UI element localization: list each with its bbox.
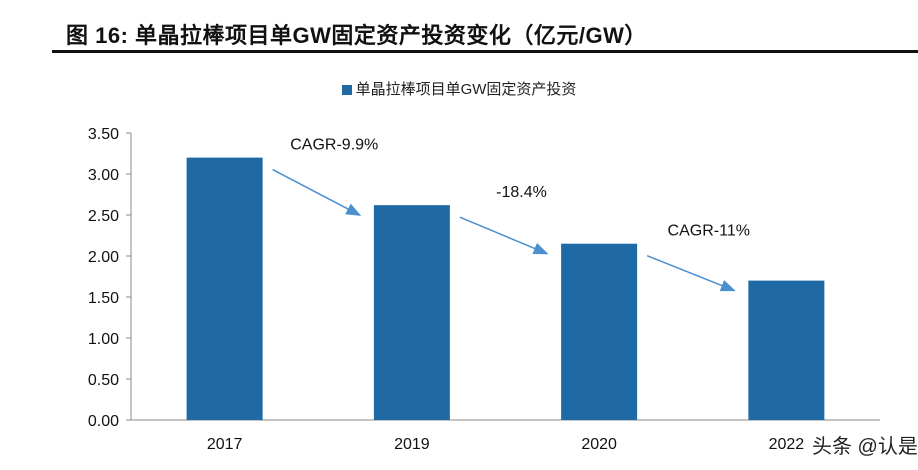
annotation-arrow bbox=[646, 255, 736, 292]
y-tick-label: 0.00 bbox=[88, 413, 119, 430]
bar-2020 bbox=[561, 243, 638, 420]
legend-swatch bbox=[341, 85, 352, 95]
bar-2017 bbox=[186, 157, 263, 420]
legend-label: 单晶拉棒项目单GW固定资产投资 bbox=[355, 81, 577, 98]
y-tick-label: 3.00 bbox=[88, 167, 119, 184]
x-tick-label: 2022 bbox=[769, 436, 805, 453]
watermark: 头条 @认是 bbox=[812, 436, 918, 458]
y-tick-label: 1.50 bbox=[88, 290, 119, 307]
y-tick-label: 3.50 bbox=[88, 126, 119, 143]
y-tick-label: 2.00 bbox=[88, 249, 119, 266]
annotation-arrow bbox=[272, 168, 362, 216]
annotation-label: -18.4% bbox=[496, 184, 547, 201]
y-tick-label: 0.50 bbox=[88, 372, 119, 389]
title-rule bbox=[52, 50, 918, 53]
annotation-arrow bbox=[459, 216, 549, 255]
legend: 单晶拉棒项目单GW固定资产投资 bbox=[0, 78, 918, 99]
x-tick-label: 2019 bbox=[394, 436, 430, 453]
y-tick-label: 2.50 bbox=[88, 208, 119, 225]
x-tick-label: 2017 bbox=[207, 436, 243, 453]
bar-2019 bbox=[373, 205, 450, 420]
bar-2022 bbox=[748, 280, 825, 420]
y-tick-label: 1.00 bbox=[88, 331, 119, 348]
annotation-label: CAGR-9.9% bbox=[290, 137, 378, 154]
x-tick-label: 2020 bbox=[581, 436, 617, 453]
annotation-label: CAGR-11% bbox=[668, 223, 750, 240]
figure-title: 图 16: 单晶拉棒项目单GW固定资产投资变化（亿元/GW） bbox=[66, 23, 647, 48]
